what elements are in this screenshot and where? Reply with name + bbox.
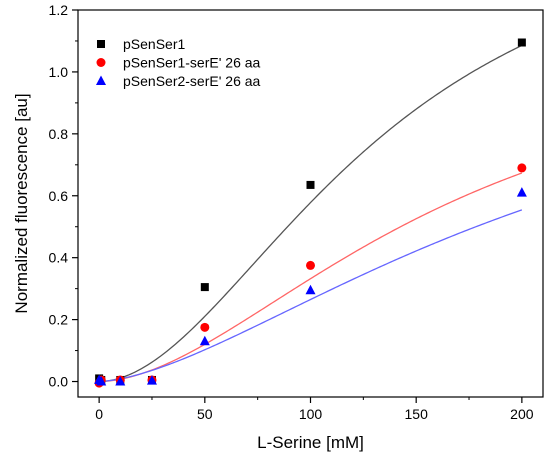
x-tick-label: 200	[510, 406, 534, 422]
fit-curves	[99, 44, 523, 383]
y-tick-label: 0.0	[49, 374, 69, 390]
y-tick-label: 0.2	[49, 312, 69, 328]
axes: 0 50 100 150 200 0.0 0.2 0.4 0.6 0.8 1.0 1.2	[49, 2, 544, 422]
y-tick-label: 0.8	[49, 126, 69, 142]
legend-label: pSenSer1	[123, 36, 185, 52]
data-point	[96, 376, 107, 386]
x-tick-label: 50	[197, 406, 213, 422]
x-tick-label: 0	[95, 406, 103, 422]
data-point	[199, 335, 210, 346]
data-point	[305, 284, 316, 295]
legend-label: pSenSer2-serE' 26 aa	[123, 73, 261, 89]
fit-curve	[99, 209, 523, 383]
fit-curve	[99, 44, 523, 383]
data-point	[517, 38, 526, 47]
data-point	[517, 163, 527, 173]
legend-marker	[96, 75, 106, 85]
data-point	[200, 283, 209, 292]
y-axis-label: Normalized fluorescence [au]	[12, 93, 31, 313]
data-point	[200, 322, 210, 332]
x-tick-label: 100	[299, 406, 323, 422]
y-tick-label: 1.0	[49, 64, 69, 80]
data-points	[94, 38, 527, 388]
data-point	[146, 375, 157, 385]
legend-label: pSenSer1-serE' 26 aa	[123, 55, 261, 71]
y-tick-label: 1.2	[49, 2, 69, 18]
x-tick-label: 150	[405, 406, 429, 422]
data-point	[306, 180, 315, 189]
y-tick-label: 0.4	[49, 250, 69, 266]
x-axis-label: L-Serine [mM]	[257, 433, 364, 452]
data-point	[306, 260, 315, 270]
legend-marker	[97, 40, 105, 48]
y-tick-label: 0.6	[49, 188, 69, 204]
data-point	[115, 376, 126, 386]
legend-marker	[96, 58, 106, 67]
legend: pSenSer1 pSenSer1-serE' 26 aa pSenSer2-ser…	[96, 36, 261, 89]
fit-curve	[99, 172, 523, 383]
data-point	[516, 187, 527, 197]
